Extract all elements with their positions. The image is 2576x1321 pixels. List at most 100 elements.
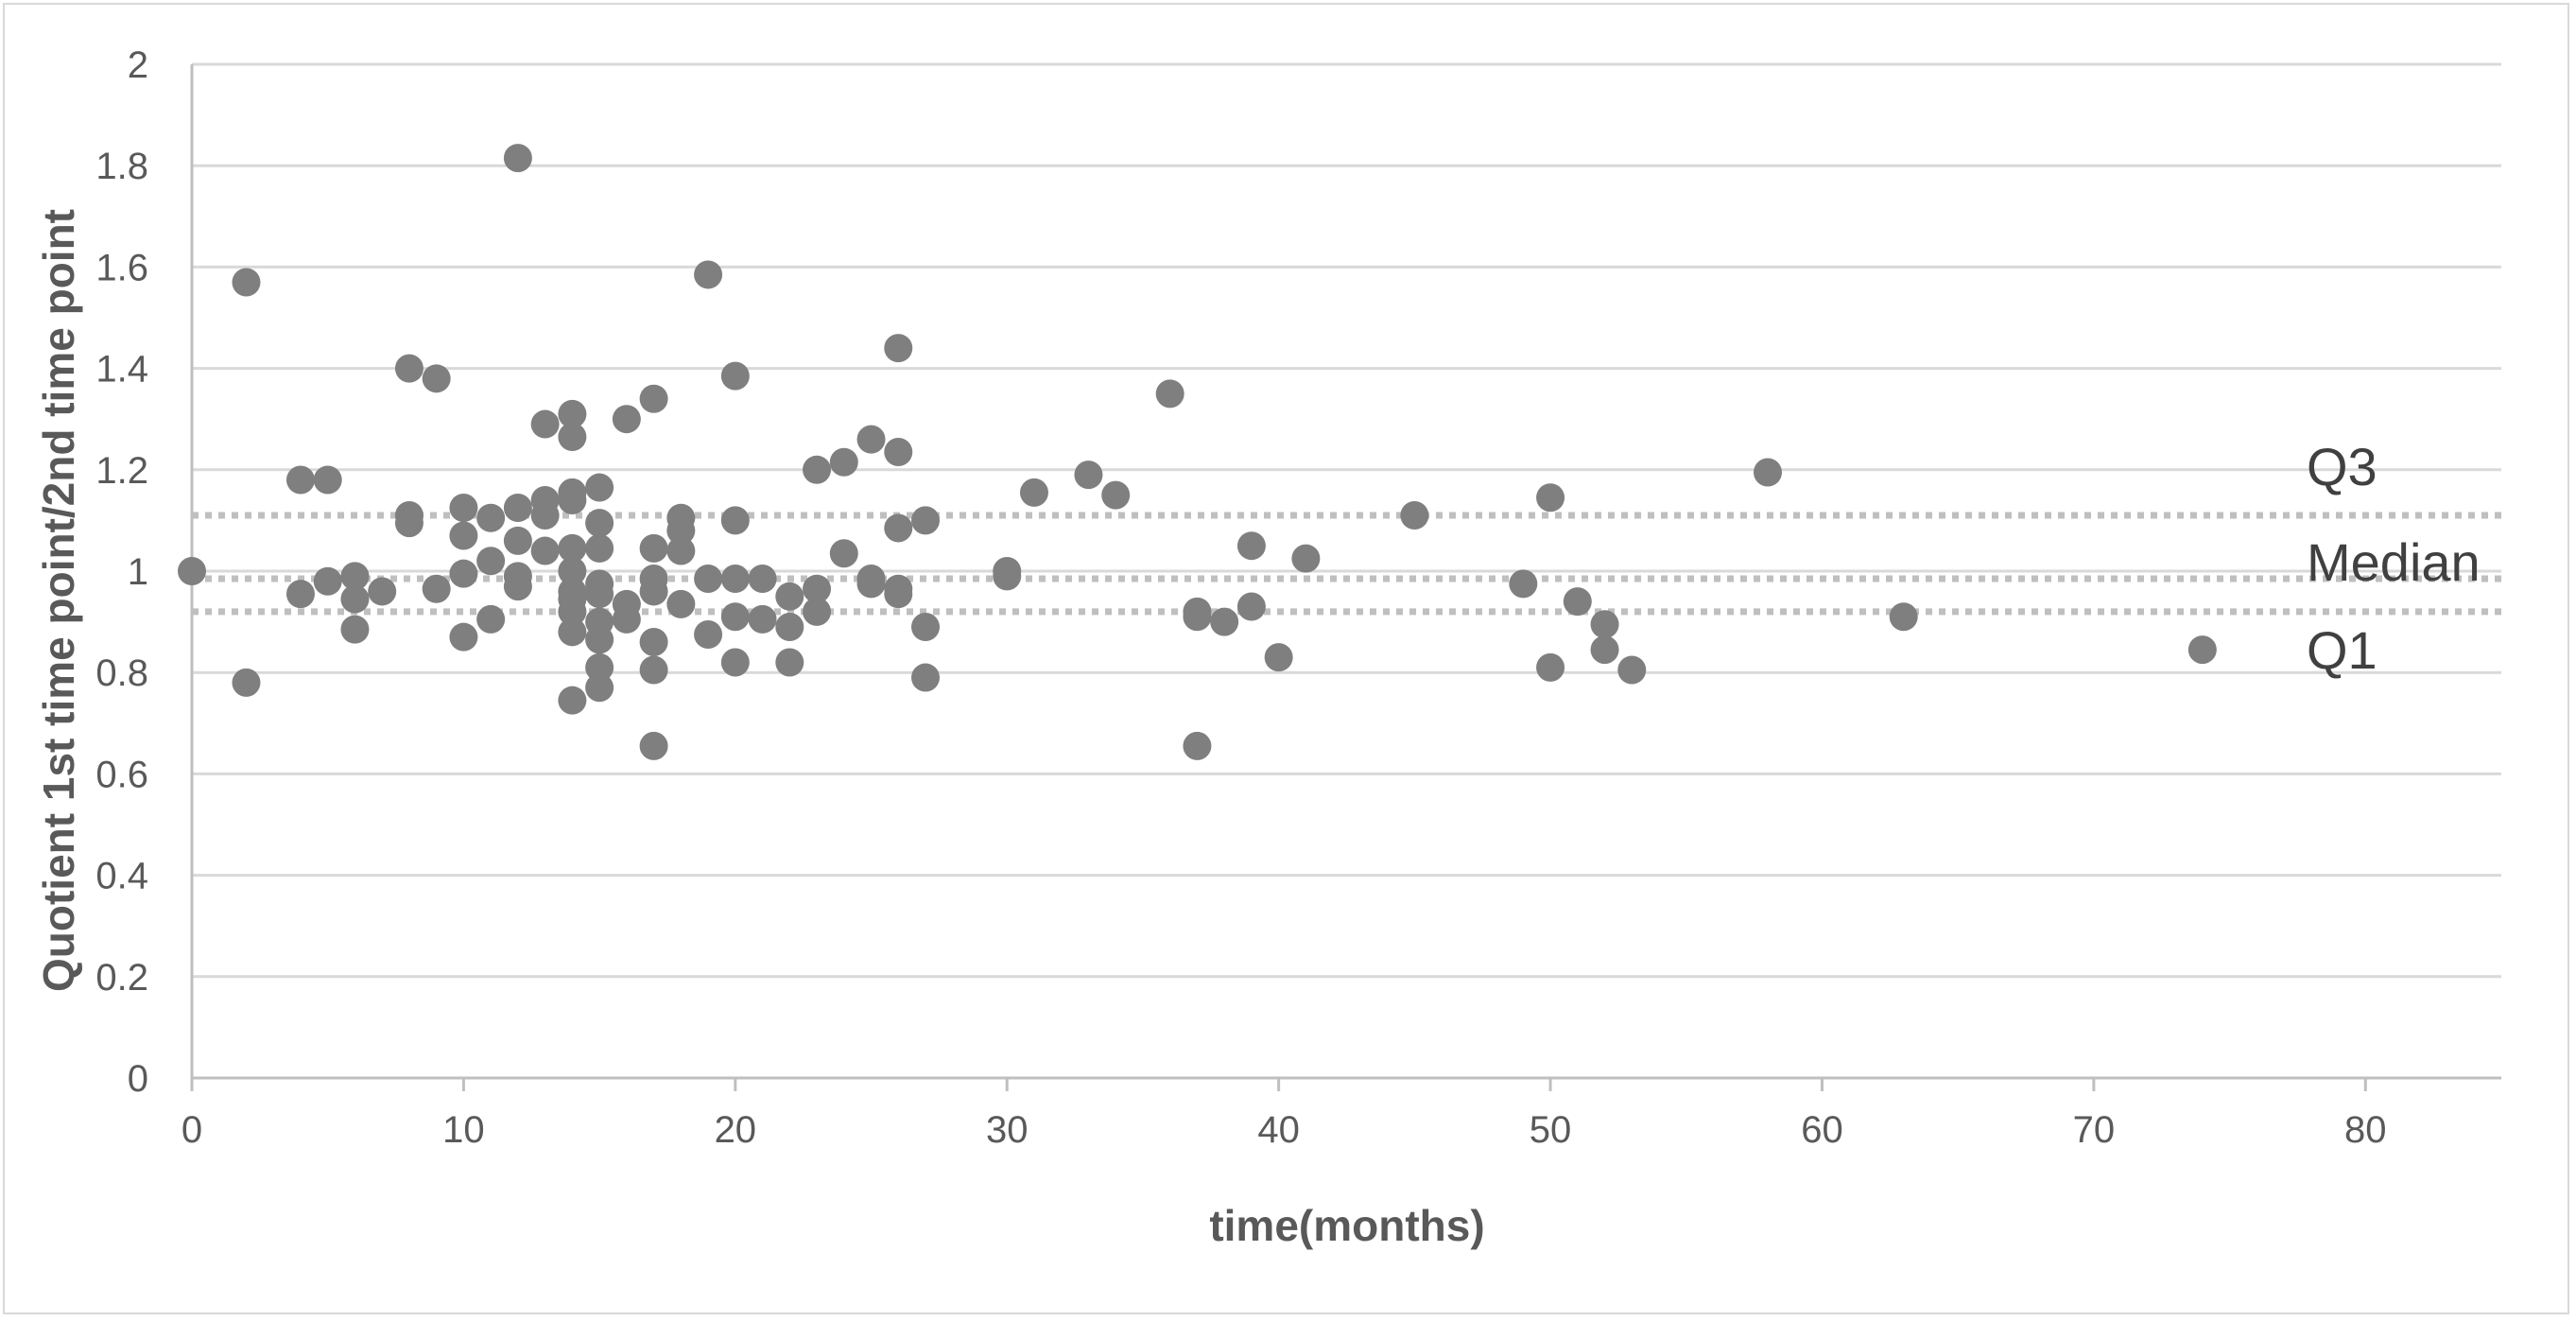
data-point (694, 620, 723, 649)
reference-labels: Q3 Median Q1 (2307, 437, 2481, 680)
data-point (558, 617, 587, 647)
data-point (2187, 635, 2217, 665)
data-point (313, 465, 342, 495)
y-tick-label: 0 (128, 1058, 148, 1100)
data-point (803, 455, 832, 484)
x-tick-label: 0 (182, 1109, 202, 1151)
x-tick-label: 10 (442, 1109, 485, 1151)
data-point (639, 577, 668, 606)
data-point (720, 565, 750, 594)
data-point (449, 494, 478, 522)
data-point (558, 597, 587, 626)
data-point (884, 513, 913, 543)
data-point (884, 438, 913, 467)
data-point (585, 652, 614, 682)
data-point (911, 612, 941, 641)
data-point (585, 473, 614, 502)
data-point (666, 589, 696, 618)
y-tick-label: 1.2 (95, 450, 148, 492)
y-tick-label: 1.4 (95, 349, 148, 391)
data-point (856, 569, 886, 599)
data-point (775, 612, 804, 641)
data-point (1236, 592, 1266, 621)
data-point (1183, 731, 1212, 760)
data-point (1536, 652, 1565, 682)
data-point (503, 572, 532, 601)
data-point (585, 533, 614, 563)
data-point (476, 547, 506, 576)
x-tick-label: 60 (1801, 1109, 1843, 1151)
data-point (1590, 610, 1619, 639)
data-point (1155, 379, 1184, 408)
data-point (558, 485, 587, 514)
data-point (232, 668, 261, 697)
data-point (476, 503, 506, 532)
data-point (1509, 569, 1538, 599)
data-point (313, 566, 342, 596)
data-point (884, 580, 913, 609)
data-point (503, 144, 532, 173)
y-tick-label: 2 (128, 44, 148, 86)
data-point (422, 574, 451, 603)
data-point (503, 494, 532, 522)
data-point (340, 562, 370, 591)
data-point (585, 625, 614, 654)
data-point (829, 539, 858, 568)
data-point (1400, 501, 1429, 530)
x-tick-label: 50 (1530, 1109, 1572, 1151)
y-tick-labels: 0 0.2 0.4 0.6 0.8 1 1.2 1.4 1.6 1.8 2 (95, 44, 148, 1100)
x-tick-labels: 0 10 20 30 40 50 60 70 80 (182, 1109, 2387, 1151)
data-point (720, 506, 750, 535)
data-point (720, 648, 750, 677)
data-point (803, 574, 832, 603)
data-point (856, 425, 886, 454)
data-point (639, 731, 668, 760)
data-point (285, 465, 315, 495)
data-point (666, 516, 696, 546)
data-point (449, 622, 478, 652)
x-tick-label: 80 (2344, 1109, 2387, 1151)
data-point (1183, 602, 1212, 632)
data-point (422, 364, 451, 393)
data-point (666, 536, 696, 565)
data-point (585, 580, 614, 609)
data-point (340, 584, 370, 614)
reference-lines (192, 512, 2501, 616)
data-point (748, 565, 777, 594)
x-tick-label: 40 (1257, 1109, 1300, 1151)
data-point (639, 533, 668, 563)
data-point (1074, 461, 1103, 490)
data-point (558, 533, 587, 563)
data-point (775, 648, 804, 677)
data-point (720, 602, 750, 632)
data-point (340, 615, 370, 644)
data-points (178, 144, 2217, 760)
data-point (503, 526, 532, 555)
data-point (368, 577, 397, 606)
data-point (530, 536, 560, 565)
data-point (232, 268, 261, 297)
data-point (639, 655, 668, 685)
data-point (530, 409, 560, 439)
y-tick-label: 0.4 (95, 856, 148, 897)
data-point (1617, 655, 1647, 685)
reference-label-median: Median (2307, 532, 2481, 592)
y-tick-label: 0.6 (95, 754, 148, 795)
data-point (585, 509, 614, 538)
data-point (394, 354, 424, 383)
data-point (558, 422, 587, 451)
data-point (178, 557, 206, 585)
data-point (585, 673, 614, 703)
data-point (449, 559, 478, 588)
x-tick-label: 30 (986, 1109, 1029, 1151)
y-tick-label: 0.8 (95, 652, 148, 694)
data-point (558, 557, 587, 585)
x-tick-label: 20 (715, 1109, 757, 1151)
data-point (694, 565, 723, 594)
data-point (449, 521, 478, 550)
data-point (720, 361, 750, 391)
data-point (612, 405, 641, 434)
chart-frame (3, 3, 2569, 1314)
data-point (612, 604, 641, 634)
data-point (639, 384, 668, 413)
